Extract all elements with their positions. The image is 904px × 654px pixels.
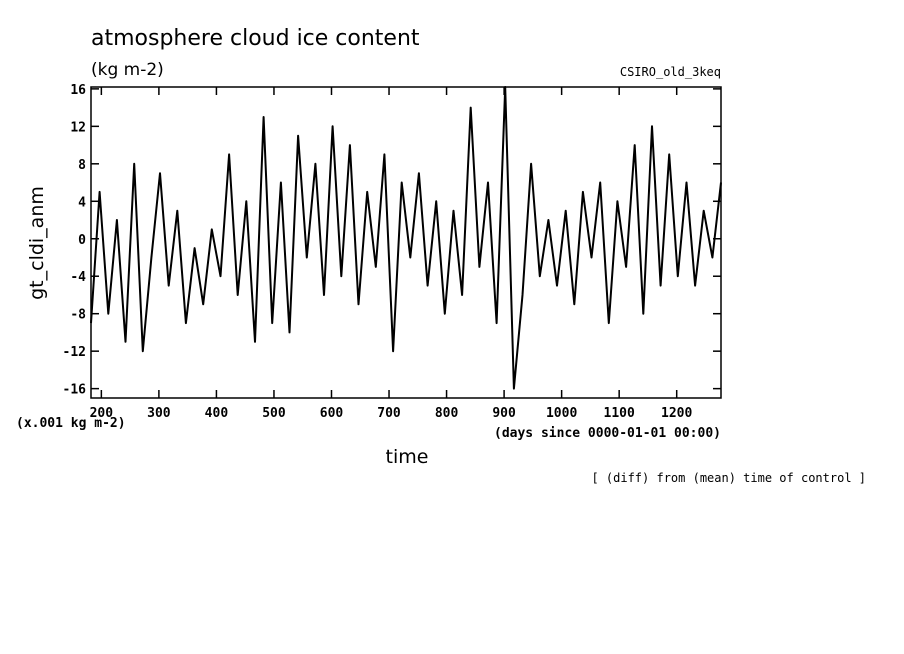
y-tick-label: -8 bbox=[70, 308, 86, 323]
x-tick-label: 500 bbox=[262, 406, 286, 421]
y-tick-label: 4 bbox=[78, 195, 86, 210]
tick-marks bbox=[91, 87, 721, 398]
y-tick-label: -12 bbox=[63, 345, 86, 360]
x-units-note: (days since 0000-01-01 00:00) bbox=[494, 426, 721, 441]
x-tick-label: 800 bbox=[435, 406, 459, 421]
x-tick-label: 600 bbox=[320, 406, 344, 421]
x-tick-label: 700 bbox=[377, 406, 401, 421]
y-tick-label: 8 bbox=[78, 158, 86, 173]
footer-note: [ (diff) from (mean) time of control ] bbox=[591, 471, 866, 485]
x-tick-label: 300 bbox=[147, 406, 171, 421]
chart-title: atmosphere cloud ice content bbox=[91, 26, 420, 51]
x-tick-label: 900 bbox=[492, 406, 516, 421]
series-line bbox=[90, 86, 722, 390]
x-tick-label: 400 bbox=[205, 406, 229, 421]
x-tick-label: 1100 bbox=[604, 406, 635, 421]
x-axis-title: time bbox=[386, 446, 429, 468]
y-tick-label: 0 bbox=[78, 233, 86, 248]
y-tick-label: -16 bbox=[63, 383, 87, 398]
y-tick-label: -4 bbox=[70, 270, 86, 285]
model-label: CSIRO_old_3keq bbox=[620, 65, 721, 79]
units-label: (kg m-2) bbox=[91, 60, 164, 80]
y-scale-note: (x.001 kg m-2) bbox=[16, 416, 126, 431]
x-tick-label: 1000 bbox=[546, 406, 577, 421]
y-tick-label: 12 bbox=[70, 120, 86, 135]
tick-labels: -16 -12 -8 -4 0 4 8 12 16 200 300 400 500 600 700 800 90… bbox=[63, 83, 693, 421]
y-axis-title: gt_cldi_anm bbox=[26, 186, 48, 300]
y-tick-label: 16 bbox=[70, 83, 86, 98]
plot-frame bbox=[90, 86, 722, 399]
x-tick-label: 200 bbox=[90, 406, 114, 421]
x-tick-label: 1200 bbox=[661, 406, 692, 421]
